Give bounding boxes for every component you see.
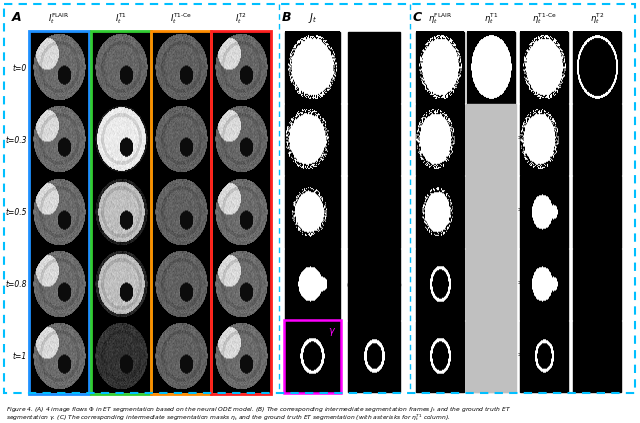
Text: *: * bbox=[518, 352, 524, 362]
Text: $\eta_t^{\rm T1\text{-}Ce}$: $\eta_t^{\rm T1\text{-}Ce}$ bbox=[532, 11, 556, 26]
Text: $\gamma$: $\gamma$ bbox=[328, 326, 336, 338]
Bar bbox=[152, 321, 210, 392]
Text: t=0: t=0 bbox=[13, 63, 27, 73]
Text: $I_t^{\rm T1}$: $I_t^{\rm T1}$ bbox=[115, 11, 127, 26]
Bar bbox=[92, 32, 150, 103]
Bar bbox=[92, 104, 150, 176]
Bar bbox=[30, 32, 88, 103]
Bar bbox=[520, 321, 568, 392]
Bar bbox=[212, 32, 270, 103]
Bar bbox=[348, 176, 400, 247]
Bar bbox=[151, 31, 211, 394]
Bar bbox=[285, 321, 340, 392]
Text: B: B bbox=[282, 11, 291, 24]
Bar bbox=[573, 104, 621, 176]
Bar bbox=[416, 321, 464, 392]
Text: $I_t^{\rm T1\text{-}Ce}$: $I_t^{\rm T1\text{-}Ce}$ bbox=[170, 11, 192, 26]
Text: t=1: t=1 bbox=[13, 352, 27, 361]
Bar bbox=[467, 176, 515, 247]
Text: t=0.8: t=0.8 bbox=[6, 280, 27, 289]
Bar bbox=[467, 249, 515, 320]
Bar bbox=[573, 32, 621, 103]
Bar bbox=[212, 249, 270, 320]
Bar bbox=[467, 321, 515, 392]
Text: $\eta_t^{\rm T1}$: $\eta_t^{\rm T1}$ bbox=[484, 11, 498, 26]
Bar bbox=[212, 104, 270, 176]
Bar bbox=[573, 321, 621, 392]
Bar bbox=[467, 32, 515, 103]
Text: C: C bbox=[413, 11, 422, 24]
Text: Figure 4. (A) 4 image flows $\Phi$ in ET segmentation based on the neural ODE mo: Figure 4. (A) 4 image flows $\Phi$ in ET… bbox=[6, 405, 511, 414]
Bar bbox=[92, 249, 150, 320]
Bar bbox=[285, 32, 340, 103]
Bar bbox=[285, 249, 340, 320]
Bar bbox=[211, 31, 271, 394]
Bar bbox=[520, 104, 568, 176]
Bar bbox=[520, 32, 568, 103]
Bar bbox=[573, 176, 621, 247]
Text: $\eta_t^{\rm T2}$: $\eta_t^{\rm T2}$ bbox=[590, 11, 604, 26]
Text: $I_t^{\rm FLAIR}$: $I_t^{\rm FLAIR}$ bbox=[48, 11, 70, 26]
Bar bbox=[416, 176, 464, 247]
Text: $I_t^{\rm T2}$: $I_t^{\rm T2}$ bbox=[235, 11, 247, 26]
Bar bbox=[30, 104, 88, 176]
Bar bbox=[416, 32, 464, 103]
Bar bbox=[285, 321, 340, 392]
Text: *: * bbox=[518, 280, 524, 290]
Bar bbox=[152, 249, 210, 320]
Bar bbox=[348, 32, 400, 103]
Bar bbox=[212, 321, 270, 392]
Bar bbox=[152, 32, 210, 103]
Bar bbox=[348, 104, 400, 176]
Text: $\eta_t^{\rm FLAIR}$: $\eta_t^{\rm FLAIR}$ bbox=[428, 11, 452, 26]
Bar bbox=[285, 104, 340, 176]
Text: t=0.5: t=0.5 bbox=[6, 208, 27, 217]
Bar bbox=[30, 249, 88, 320]
Bar bbox=[30, 176, 88, 247]
Bar bbox=[29, 31, 89, 394]
Bar bbox=[152, 176, 210, 247]
Bar bbox=[212, 176, 270, 247]
Bar bbox=[284, 320, 341, 393]
Bar bbox=[520, 176, 568, 247]
Bar bbox=[416, 249, 464, 320]
Bar bbox=[520, 249, 568, 320]
Text: *: * bbox=[518, 135, 524, 145]
Bar bbox=[285, 176, 340, 247]
Bar bbox=[92, 321, 150, 392]
Bar bbox=[466, 104, 516, 393]
Text: ET
(ground turth): ET (ground turth) bbox=[347, 270, 401, 290]
Bar bbox=[573, 249, 621, 320]
Text: *: * bbox=[518, 208, 524, 217]
Text: segmentation $\gamma$. (C) The corresponding intermediate segmentation masks $\e: segmentation $\gamma$. (C) The correspon… bbox=[6, 412, 451, 423]
Bar bbox=[152, 104, 210, 176]
Bar bbox=[348, 321, 400, 392]
Bar bbox=[348, 249, 400, 320]
Bar bbox=[467, 104, 515, 176]
Bar bbox=[92, 176, 150, 247]
Bar bbox=[91, 31, 151, 394]
Text: t=0.3: t=0.3 bbox=[6, 136, 27, 145]
Text: $J_t$: $J_t$ bbox=[308, 11, 317, 25]
Bar bbox=[416, 104, 464, 176]
Text: A: A bbox=[12, 11, 22, 24]
Bar bbox=[30, 321, 88, 392]
